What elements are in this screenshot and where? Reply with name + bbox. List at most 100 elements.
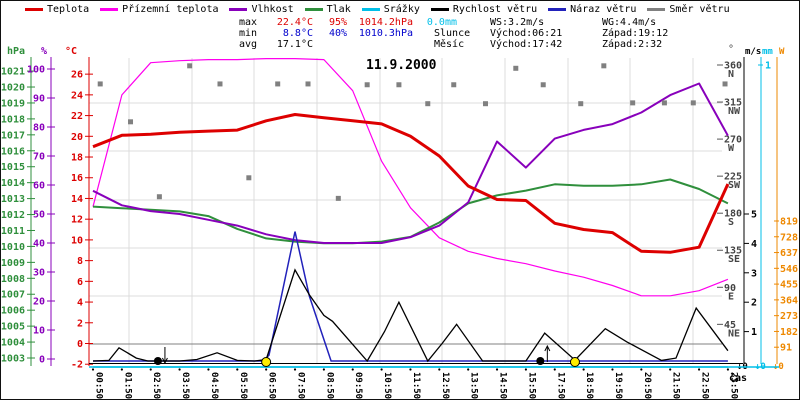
svg-text:NE: NE — [728, 328, 740, 339]
svg-text:5: 5 — [751, 210, 757, 221]
svg-text:m/s: m/s — [745, 47, 761, 57]
legend-item-5: Srážky — [361, 4, 420, 15]
legend-swatch-icon — [548, 8, 567, 11]
svg-text:NW: NW — [728, 106, 741, 117]
sunset-time: Západ:19:12 — [602, 28, 669, 39]
svg-text:mm: mm — [762, 47, 773, 57]
stats-value: 1014.2hPa — [358, 17, 413, 28]
wind-gust-max: WG:4.4m/s — [602, 17, 657, 28]
svg-text:0: 0 — [77, 339, 83, 350]
stats-value: 17.1°C — [276, 39, 313, 50]
svg-text:16: 16 — [71, 173, 83, 184]
legend-label: Srážky — [383, 4, 420, 15]
svg-text:11:50: 11:50 — [411, 372, 421, 399]
svg-text:1019: 1019 — [1, 98, 25, 109]
svg-text:360: 360 — [724, 61, 742, 72]
svg-text:80: 80 — [33, 123, 45, 134]
legend-label: Směr větru — [669, 4, 730, 15]
svg-text:10: 10 — [71, 235, 83, 246]
svg-text:1004: 1004 — [1, 338, 25, 349]
svg-text:728: 728 — [780, 232, 798, 243]
svg-text:06:50: 06:50 — [267, 372, 277, 399]
svg-text:22: 22 — [71, 111, 83, 122]
svg-text:50: 50 — [33, 210, 45, 221]
svg-text:↓0: ↓0 — [773, 362, 784, 372]
legend-item-1: Teplota — [25, 4, 89, 15]
sun-set-icon — [569, 357, 580, 367]
moonrise-time: Východ:17:42 — [490, 39, 563, 50]
legend-swatch-icon — [100, 8, 119, 11]
stats-value: 8.8°C — [282, 28, 313, 39]
svg-text:45: 45 — [724, 320, 736, 331]
legend-label: Rychlost větru — [452, 4, 538, 15]
legend-swatch-icon — [304, 8, 323, 11]
svg-text:04:50: 04:50 — [209, 372, 219, 399]
svg-text:08:50: 08:50 — [324, 372, 334, 399]
svg-text:1005: 1005 — [1, 322, 25, 333]
stats-value: 95% — [328, 17, 347, 28]
legend-item-3: Vlhkost — [229, 4, 294, 15]
svg-text:14:50: 14:50 — [498, 372, 508, 399]
svg-text:W: W — [779, 47, 785, 57]
svg-text:-2: -2 — [71, 360, 83, 371]
svg-text:4: 4 — [77, 298, 83, 309]
stats-value: 0.0mm — [426, 17, 457, 28]
legend-swatch-icon — [430, 8, 449, 11]
moonset-time: Západ:2:32 — [602, 39, 663, 50]
legend: Teplota Přízemní teplota Vlhkost Tlak Srážky… — [25, 4, 730, 15]
svg-text:1016: 1016 — [1, 146, 25, 157]
svg-text:455: 455 — [780, 280, 798, 291]
svg-text:8: 8 — [77, 256, 83, 267]
wind-speed-max: WS:3.2m/s — [490, 17, 545, 28]
svg-text:12: 12 — [71, 215, 83, 226]
series-vlhkost — [92, 82, 729, 244]
left-axes: hPa1021102010191018101710161015101410131… — [1, 46, 93, 371]
stats-sun-moon: WS:3.2m/s WG:4.4m/s Slunce Východ:06:21 … — [434, 18, 668, 51]
sun-moon-markers — [153, 344, 580, 367]
svg-text:03:50: 03:50 — [180, 372, 190, 399]
moon-row: Měsíc Východ:17:42 Západ:2:32 — [434, 40, 668, 50]
svg-text:SW: SW — [728, 180, 741, 191]
svg-text:02:50: 02:50 — [151, 372, 161, 399]
svg-text:17:50: 17:50 — [555, 372, 565, 399]
svg-text:1009: 1009 — [1, 258, 25, 269]
svg-text:4: 4 — [751, 239, 757, 250]
svg-text:S: S — [728, 217, 734, 228]
legend-item-2: Přízemní teplota — [100, 4, 218, 15]
svg-text:09:50: 09:50 — [353, 372, 363, 399]
legend-item-6: Rychlost větru — [430, 4, 538, 15]
grid-lines — [89, 58, 722, 363]
legend-item-7: Náraz větru — [548, 4, 636, 15]
svg-text:18: 18 — [71, 153, 83, 164]
svg-text:10:50: 10:50 — [382, 372, 392, 399]
svg-text:↓0: ↓0 — [755, 362, 766, 372]
svg-text:05:50: 05:50 — [238, 372, 248, 399]
svg-text:24: 24 — [71, 90, 83, 101]
svg-text:20: 20 — [33, 297, 45, 308]
right-axes: °360N315NW270W225SW180S135SE90E45NEm/s54… — [717, 44, 798, 372]
svg-text:čas: čas — [729, 372, 747, 384]
series-wind-speed — [92, 268, 729, 363]
svg-text:°: ° — [728, 44, 734, 55]
legend-label: Tlak — [326, 4, 351, 15]
series-tlak — [92, 178, 729, 245]
svg-text:100: 100 — [27, 65, 45, 76]
svg-text:3: 3 — [751, 268, 757, 279]
svg-text:1006: 1006 — [1, 306, 25, 317]
svg-text:270: 270 — [724, 135, 742, 146]
svg-text:182: 182 — [780, 327, 798, 338]
svg-text:21:50: 21:50 — [671, 372, 681, 399]
svg-text:70: 70 — [33, 152, 45, 163]
legend-swatch-icon — [361, 8, 380, 11]
svg-text:135: 135 — [724, 246, 742, 257]
stats-row-max: max 22.4°C 95% 1014.2hPa 0.0mm — [239, 18, 457, 28]
sunrise-time: Východ:06:21 — [490, 28, 563, 39]
svg-text:10: 10 — [33, 326, 45, 337]
svg-text:00:50: 00:50 — [94, 372, 104, 399]
svg-text:364: 364 — [780, 295, 798, 306]
legend-label: Teplota — [47, 4, 90, 15]
stats-minmax: max 22.4°C 95% 1014.2hPa 0.0mm min 8.8°C 40% 101… — [239, 18, 457, 51]
svg-text:1010: 1010 — [1, 242, 25, 253]
svg-text:01:50: 01:50 — [122, 372, 132, 399]
